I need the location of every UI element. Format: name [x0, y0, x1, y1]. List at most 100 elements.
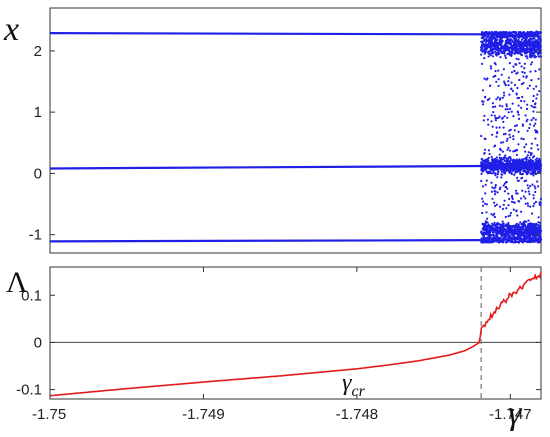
chaotic-point — [522, 239, 525, 242]
chaotic-point — [498, 104, 501, 107]
chaotic-point — [539, 52, 542, 55]
chaotic-point — [529, 152, 532, 155]
chaotic-point — [534, 131, 538, 134]
periodic-branch — [49, 32, 482, 36]
chaotic-point — [512, 65, 515, 68]
chaotic-point — [493, 193, 497, 196]
chaotic-point — [490, 181, 493, 184]
chaotic-point — [504, 215, 507, 219]
chaotic-point — [536, 170, 540, 174]
chaotic-point — [499, 39, 503, 42]
chaotic-point — [494, 53, 497, 56]
chaotic-point — [502, 165, 505, 168]
chaotic-point — [487, 149, 491, 152]
chaotic-point — [499, 56, 502, 59]
critical-label-sub: cr — [351, 383, 365, 400]
x-tick-label: -1.748 — [336, 406, 379, 423]
chaotic-point — [515, 93, 518, 96]
chaotic-point — [494, 47, 497, 51]
chaotic-point — [509, 240, 512, 243]
chaotic-point — [500, 176, 503, 179]
chaotic-point — [493, 221, 496, 224]
chaotic-point — [520, 83, 524, 86]
chaotic-point — [532, 48, 535, 51]
chaotic-point — [505, 163, 508, 167]
chaotic-point — [524, 150, 527, 153]
chaotic-point — [502, 68, 505, 71]
chaotic-point — [507, 84, 510, 87]
bifurcation-points — [49, 30, 543, 244]
chaotic-point — [519, 239, 522, 242]
chaotic-point — [482, 42, 485, 46]
chaotic-point — [495, 51, 498, 54]
chaotic-point — [508, 156, 511, 159]
chaotic-point — [491, 234, 494, 237]
chaotic-point — [517, 179, 520, 182]
chaotic-point — [529, 44, 532, 47]
chaotic-point — [535, 85, 538, 88]
chaotic-point — [494, 204, 497, 207]
chaotic-point — [530, 79, 533, 82]
chaotic-point — [519, 226, 522, 229]
chaotic-point — [526, 30, 529, 34]
bottom-y-ticks: -0.1 0 0.1 — [16, 287, 541, 399]
chaotic-point — [483, 239, 486, 242]
chaotic-point — [512, 115, 515, 118]
chaotic-point — [513, 241, 516, 244]
chaotic-point — [491, 228, 494, 231]
chaotic-point — [485, 78, 488, 81]
chaotic-point — [519, 229, 522, 232]
chaotic-point — [518, 78, 521, 82]
chaotic-point — [514, 46, 517, 50]
chaotic-point — [497, 46, 500, 49]
chaotic-point — [524, 197, 527, 200]
chaotic-point — [524, 238, 527, 241]
chaotic-point — [501, 225, 504, 228]
chaotic-point — [505, 240, 508, 243]
chaotic-point — [527, 204, 530, 207]
chaotic-point — [513, 31, 516, 34]
chaotic-point — [486, 31, 489, 34]
chaotic-point — [515, 192, 518, 195]
chaotic-point — [516, 214, 519, 217]
chaotic-point — [539, 38, 542, 41]
chaotic-point — [528, 48, 531, 51]
chaotic-point — [502, 239, 505, 242]
chaotic-point — [502, 120, 505, 123]
chaotic-point — [485, 170, 488, 173]
chaotic-point — [480, 163, 483, 166]
chaotic-point — [492, 167, 495, 170]
chaotic-point — [500, 42, 503, 45]
chaotic-point — [512, 43, 516, 47]
chaotic-point — [509, 42, 512, 45]
chaotic-point — [495, 229, 498, 232]
chaotic-point — [528, 84, 531, 87]
chaotic-point — [538, 224, 541, 227]
chaotic-point — [494, 186, 497, 189]
chaotic-point — [503, 46, 506, 49]
chaotic-point — [532, 124, 536, 127]
chaotic-point — [497, 53, 500, 56]
chaotic-point — [501, 207, 505, 210]
chaotic-point — [517, 30, 521, 34]
chaotic-point — [497, 69, 500, 72]
chaotic-point — [501, 220, 504, 223]
chaotic-point — [517, 130, 520, 133]
chaotic-point — [502, 158, 505, 161]
chaotic-point — [502, 231, 505, 234]
chaotic-point — [496, 131, 499, 134]
chaotic-point — [510, 54, 513, 58]
chaotic-point — [530, 166, 533, 170]
chaotic-point — [524, 170, 527, 174]
chaotic-point — [500, 167, 504, 170]
chaotic-point — [491, 52, 494, 55]
chaotic-point — [537, 41, 540, 44]
chaotic-point — [506, 187, 509, 190]
chaotic-point — [525, 220, 528, 223]
chaotic-point — [531, 159, 534, 162]
chaotic-point — [509, 34, 512, 37]
chaotic-point — [533, 45, 537, 48]
chaotic-point — [505, 139, 508, 142]
chaotic-point — [512, 138, 515, 141]
